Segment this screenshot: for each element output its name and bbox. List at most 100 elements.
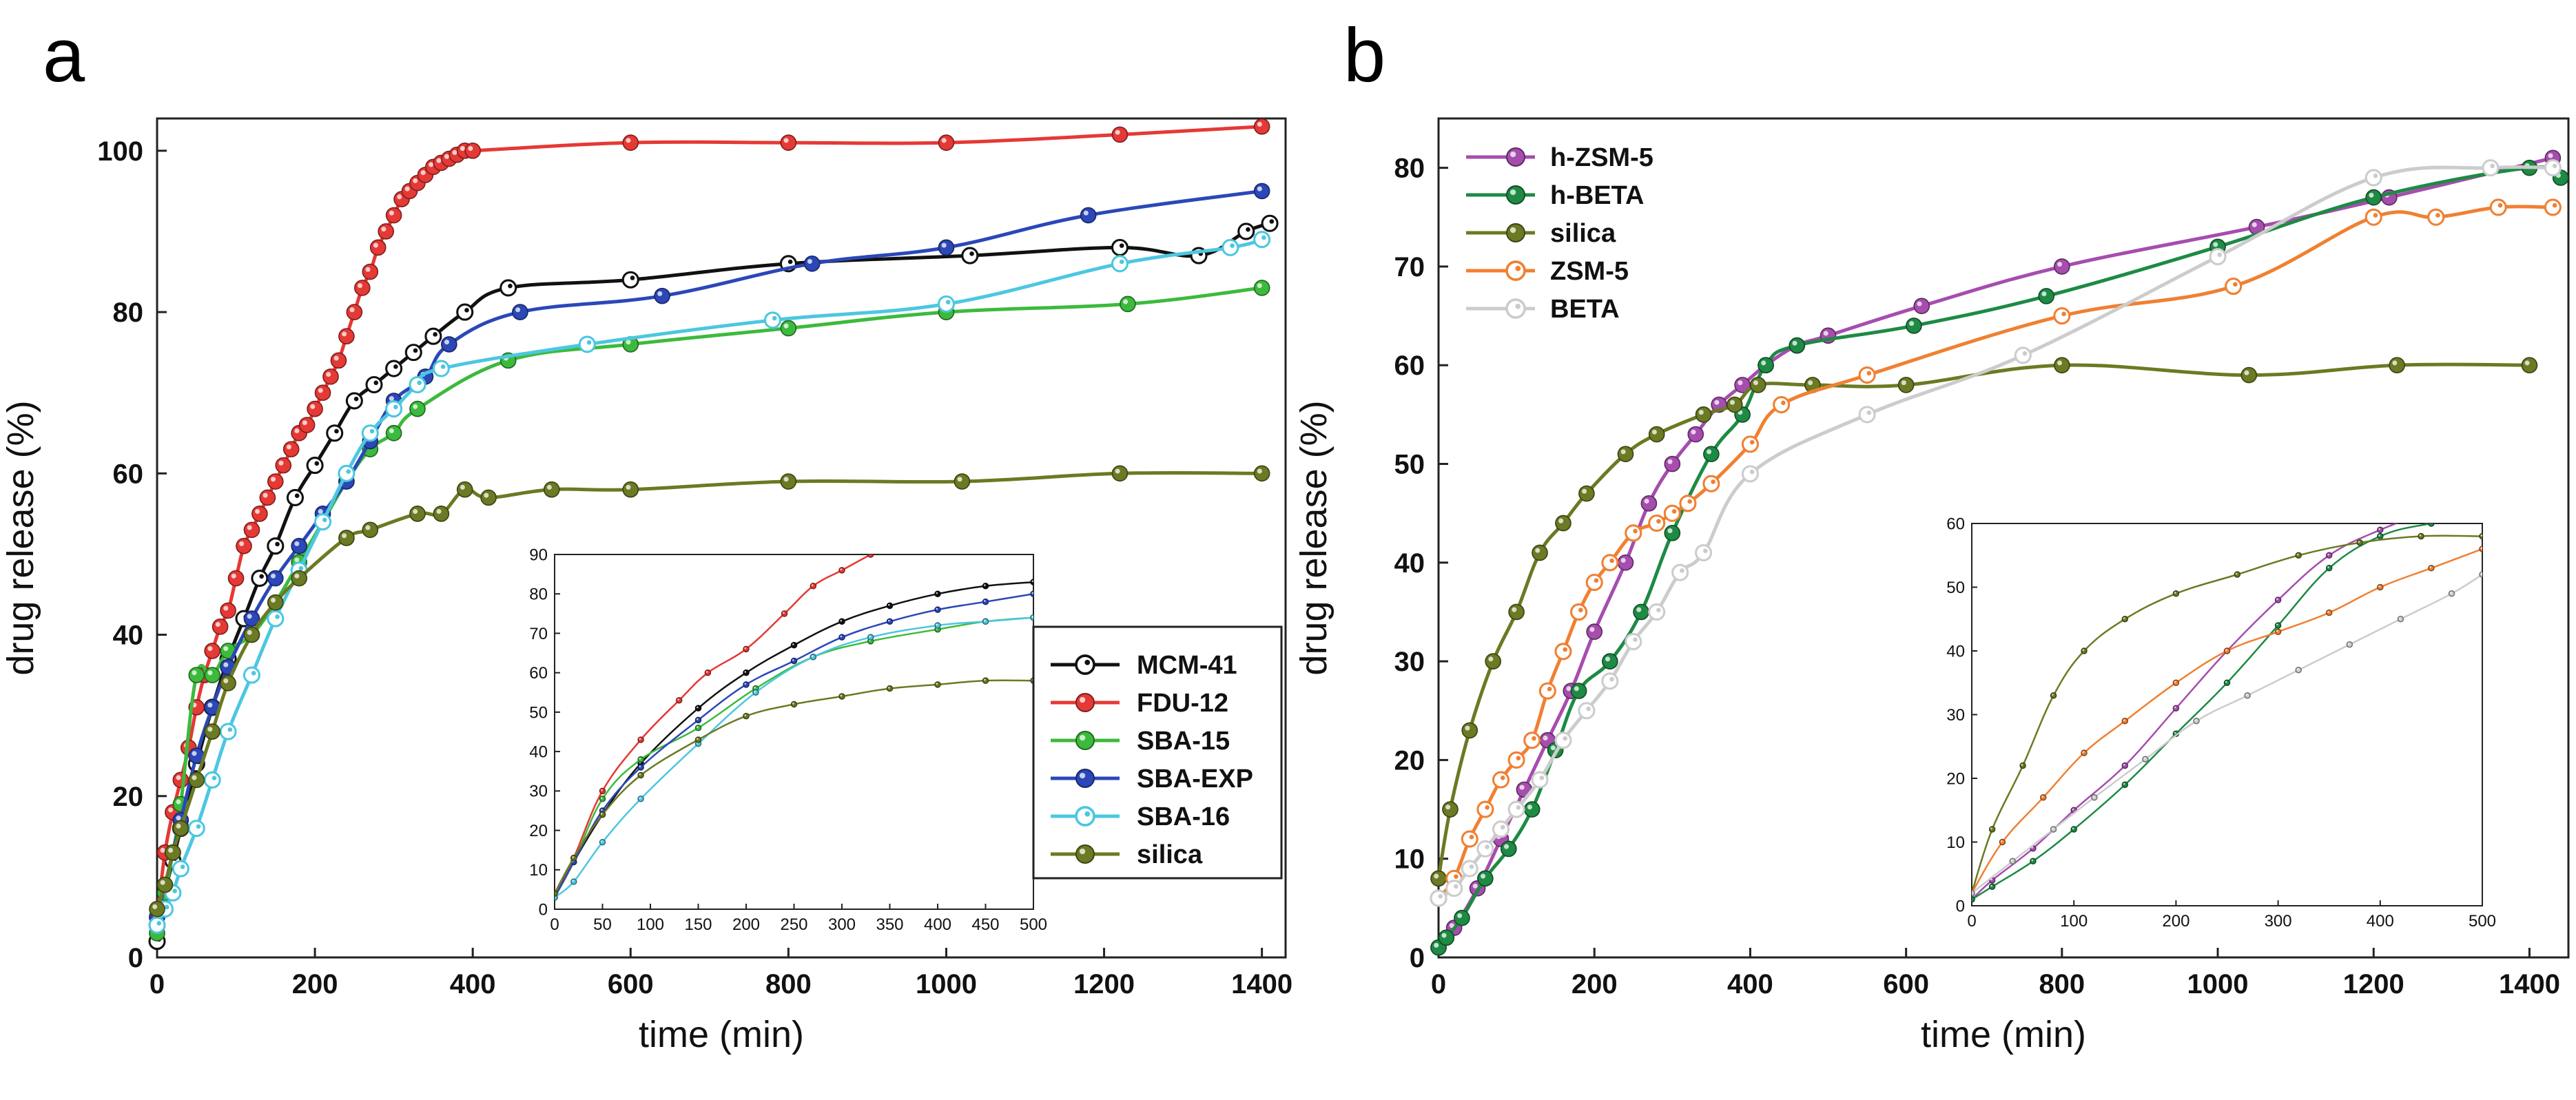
main-data-point (1532, 544, 1548, 561)
marker-ring (2014, 346, 2032, 364)
inset-data-point (2172, 705, 2180, 712)
marker-ring (1492, 820, 1510, 838)
marker-fill (2172, 705, 2180, 712)
marker-highlight (223, 605, 229, 611)
marker-highlight (2213, 242, 2218, 247)
marker-highlight (2010, 859, 2013, 862)
marker-highlight (2143, 757, 2146, 760)
marker-fill (172, 820, 189, 837)
marker-highlight (572, 880, 574, 882)
marker-fill (2428, 523, 2435, 527)
inset-x-tick-label: 300 (2265, 912, 2292, 931)
inset-data-point (934, 590, 941, 597)
marker-ring (2544, 159, 2562, 177)
main-data-point (326, 424, 344, 442)
marker-fill (2295, 552, 2302, 559)
marker-ring (172, 860, 189, 878)
marker-highlight (2378, 585, 2380, 588)
marker-dot (369, 428, 375, 434)
marker-highlight (152, 904, 158, 909)
main-data-point (203, 771, 221, 789)
inset-x-tick-label: 50 (593, 915, 612, 934)
marker-fill (934, 681, 941, 688)
marker-highlight (168, 807, 174, 813)
marker-fill (2377, 583, 2384, 591)
inset-series-group (555, 554, 1033, 901)
marker-fill (1253, 118, 1270, 135)
main-data-point (1702, 475, 1720, 492)
marker-highlight (1901, 380, 1906, 386)
marker-fill (409, 400, 426, 417)
marker-ring (306, 457, 324, 475)
main-data-point (385, 424, 402, 442)
marker-highlight (2296, 668, 2299, 670)
marker-fill (227, 570, 245, 587)
marker-highlight (286, 444, 291, 450)
marker-fill (385, 207, 402, 224)
marker-ring (365, 375, 383, 394)
marker-ring (148, 916, 166, 934)
marker-highlight (1582, 488, 1587, 494)
main-data-point (1758, 357, 1774, 374)
marker-fill (1640, 495, 1658, 512)
marker-highlight (639, 773, 641, 776)
marker-highlight (176, 816, 181, 821)
marker-fill (1897, 377, 1915, 393)
marker-dot (1586, 706, 1591, 712)
marker-fill (2070, 826, 2077, 833)
marker-highlight (754, 690, 756, 693)
marker-highlight (389, 396, 394, 402)
main-data-point (1578, 485, 1595, 502)
main-data-point (456, 481, 473, 498)
marker-fill (934, 606, 941, 613)
marker-fill (1633, 603, 1649, 621)
marker-highlight (270, 597, 276, 603)
main-data-point (433, 506, 450, 522)
marker-highlight (333, 355, 339, 361)
inset-data-point (2172, 590, 2180, 597)
marker-fill (2019, 762, 2026, 769)
marker-highlight (1566, 686, 1572, 692)
marker-ring (1430, 889, 1447, 907)
main-data-point (1261, 214, 1279, 232)
marker-fill (282, 441, 300, 457)
main-data-point (1648, 603, 1666, 621)
marker-fill (803, 255, 821, 272)
marker-highlight (1729, 399, 1735, 405)
marker-fill (1687, 426, 1704, 443)
marker-highlight (697, 718, 699, 720)
marker-ring (203, 771, 221, 789)
marker-fill (938, 134, 955, 151)
marker-ring (1585, 573, 1603, 592)
main-y-tick-label: 30 (1394, 647, 1425, 677)
marker-highlight (601, 797, 603, 799)
marker-fill (2038, 288, 2055, 304)
main-data-point (149, 900, 165, 917)
marker-fill (743, 669, 750, 676)
marker-ring (1538, 682, 1556, 700)
main-data-point (2248, 218, 2265, 236)
marker-ring (1531, 771, 1549, 789)
marker-highlight (270, 573, 276, 579)
marker-highlight (639, 738, 641, 740)
marker-fill (1913, 298, 1930, 315)
marker-highlight (2235, 572, 2238, 575)
main-data-point (1858, 406, 1876, 424)
marker-ring (1111, 255, 1129, 273)
marker-fill (1454, 909, 1470, 926)
marker-fill (2172, 679, 2180, 686)
marker-ring (1222, 238, 1239, 256)
marker-ring (1773, 396, 1791, 414)
main-data-point (2209, 248, 2227, 266)
marker-highlight (413, 404, 418, 409)
inset-data-point (599, 838, 606, 846)
marker-highlight (444, 154, 450, 159)
marker-fill (934, 622, 941, 629)
marker-fill (637, 796, 644, 802)
main-x-tick-label: 1400 (1231, 969, 1292, 999)
marker-fill (704, 669, 712, 676)
main-data-point (236, 537, 252, 554)
marker-fill (2050, 692, 2057, 699)
marker-fill (1703, 446, 1720, 463)
marker-dot (227, 727, 233, 732)
